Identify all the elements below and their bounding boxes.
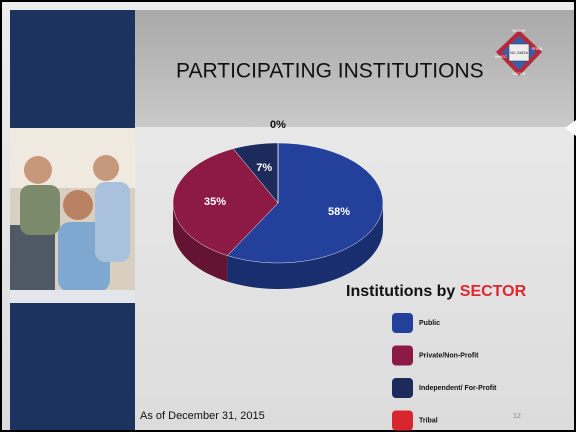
logo-label: SREB [532, 46, 543, 51]
legend-title-text: Institutions by [346, 283, 455, 300]
photo [10, 128, 135, 303]
logo-label: NEBHE [512, 28, 526, 33]
legend-title: Institutions by SECTOR [346, 283, 527, 300]
slide-title: PARTICIPATING INSTITUTIONS [176, 60, 484, 83]
logo-label: MHEC [495, 54, 507, 59]
legend-label: Public [419, 320, 440, 327]
legend-title-emphasis: SECTOR [460, 283, 527, 300]
legend-label: Private/Non-Profit [419, 352, 479, 359]
data-label: 0% [270, 119, 286, 131]
footer: As of December 31, 2015 [140, 410, 265, 422]
legend-label: Tribal [419, 417, 438, 424]
legend-swatch [392, 411, 413, 431]
data-label: 35% [204, 196, 226, 208]
logo-label: NC-SARA [510, 50, 528, 55]
logo-label: WICHE [512, 71, 526, 76]
page-number: 12 [513, 413, 521, 420]
data-label: 7% [256, 162, 272, 174]
legend-label: Independent/ For-Profit [419, 385, 497, 392]
legend-swatch [392, 313, 413, 333]
legend-swatch [392, 378, 413, 398]
slide: PARTICIPATING INSTITUTIONS NEBHE SREB WI… [0, 0, 576, 432]
data-label: 58% [328, 206, 350, 218]
legend-swatch [392, 346, 413, 366]
